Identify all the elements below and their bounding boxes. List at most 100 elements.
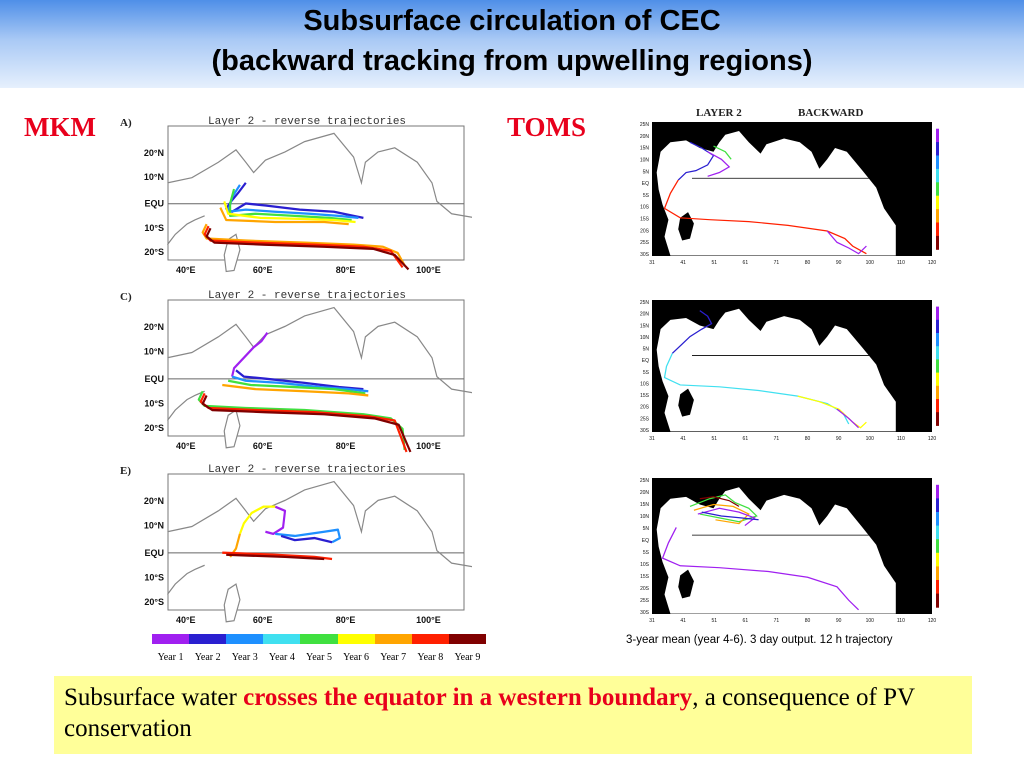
y-tick-label: 15S xyxy=(640,393,650,399)
toms-panel-1: LAYER 2 BACKWARD 25N 20N 15N 10N 5N EQ 5S 10S 15S 2… xyxy=(640,107,939,266)
x-tick-label: 80°E xyxy=(336,615,356,625)
x-tick-label: 61 xyxy=(743,260,749,266)
x-tick-label: 40°E xyxy=(176,265,196,275)
coastline xyxy=(167,480,472,568)
y-tick-label: 25N xyxy=(640,122,650,128)
colorbar-segment xyxy=(936,195,939,210)
colorbar-segment xyxy=(936,168,939,183)
y-tick-label: 20°S xyxy=(144,597,164,607)
colorbar-segment xyxy=(936,539,939,554)
y-tick-label: EQ xyxy=(642,538,649,544)
y-tick-label: 10N xyxy=(640,514,650,520)
title-banner xyxy=(0,0,1024,88)
x-tick-label: 71 xyxy=(774,618,780,624)
trajectory-line xyxy=(671,310,713,354)
y-tick-label: 5N xyxy=(643,526,650,532)
colorbar-segment xyxy=(936,552,939,567)
colorbar-segment xyxy=(936,359,939,374)
x-tick-label: 100 xyxy=(866,618,875,624)
x-tick-label: 41 xyxy=(680,618,686,624)
x-tick-label: 61 xyxy=(743,618,749,624)
y-tick-label: 10N xyxy=(640,157,650,163)
coastline xyxy=(167,132,472,218)
slide-title-line2: (backward tracking from upwelling region… xyxy=(211,45,813,77)
x-tick-label: 100°E xyxy=(416,265,441,275)
legend-swatch xyxy=(300,634,338,644)
x-tick-label: 90 xyxy=(836,618,842,624)
trajectory-line xyxy=(275,528,341,544)
y-tick-label: 10N xyxy=(640,335,650,341)
colorbar-segment xyxy=(936,142,939,156)
y-tick-label: 5N xyxy=(643,169,650,175)
y-tick-label: 20S xyxy=(640,405,650,411)
trajectory-line xyxy=(235,369,364,391)
trajectory-line xyxy=(201,394,412,453)
y-tick-label: 10°S xyxy=(144,572,164,582)
africa-coast xyxy=(166,564,205,595)
note-highlight: crosses the equator in a western boundar… xyxy=(243,684,693,711)
x-tick-label: 80 xyxy=(805,260,811,266)
colorbar-segment xyxy=(936,306,939,321)
y-tick-label: 10°N xyxy=(144,347,164,357)
colorbar-segment xyxy=(936,372,939,387)
x-tick-label: 60°E xyxy=(253,615,273,625)
conclusion-note: Subsurface water crosses the equator in … xyxy=(54,676,972,754)
y-tick-label: 20N xyxy=(640,312,650,318)
x-tick-label: 120 xyxy=(928,260,937,266)
trajectory-line xyxy=(663,179,867,255)
trajectory-line xyxy=(697,507,756,527)
y-tick-label: 10°S xyxy=(144,223,164,233)
x-tick-label: 51 xyxy=(711,260,717,266)
y-tick-label: 5N xyxy=(643,347,650,353)
legend-year-label: Year 1 xyxy=(157,652,184,663)
trajectory-line xyxy=(707,151,731,177)
legend-year-label: Year 5 xyxy=(306,652,332,663)
legend-swatch xyxy=(374,634,412,644)
ocean-area xyxy=(656,487,896,614)
x-tick-label: 110 xyxy=(897,618,905,624)
legend-swatch xyxy=(263,634,301,644)
y-tick-label: 15S xyxy=(640,217,650,223)
toms-mode-label: BACKWARD xyxy=(798,107,863,119)
mkm-panel-e: E) Layer 2 - reverse trajectories 20°N 10°N… xyxy=(120,464,472,625)
trajectory-line xyxy=(219,207,349,226)
y-tick-label: 10S xyxy=(640,205,650,211)
trajectory-line xyxy=(238,505,276,535)
legend-swatch xyxy=(189,634,227,644)
x-tick-label: 120 xyxy=(928,618,937,624)
x-tick-label: 31 xyxy=(649,436,655,442)
slide-title-line1: Subsurface circulation of CEC xyxy=(303,5,721,37)
mkm-panel-a: A) Layer 2 - reverse trajectories 20°N 10°N… xyxy=(120,116,472,275)
y-tick-label: 25N xyxy=(640,300,650,306)
trajectory-line xyxy=(713,145,732,160)
y-tick-label: 20°N xyxy=(144,148,164,158)
madagascar-land xyxy=(678,569,694,599)
y-tick-label: EQU xyxy=(144,199,164,209)
note-text-pre: Subsurface water xyxy=(64,684,244,711)
colorbar-segment xyxy=(936,566,939,581)
x-tick-label: 40°E xyxy=(176,615,196,625)
legend-swatch xyxy=(448,634,486,644)
legend-year-label: Year 8 xyxy=(417,652,444,663)
x-tick-label: 71 xyxy=(774,260,780,266)
y-tick-label: EQU xyxy=(144,374,164,384)
x-tick-label: 110 xyxy=(897,260,905,266)
y-tick-label: 30S xyxy=(640,252,650,258)
trajectory-line xyxy=(836,408,860,429)
legend-year-labels: Year 1 Year 2 Year 3 Year 4 Year 5 Year 6 Year… xyxy=(152,652,486,663)
trajectory-line xyxy=(225,182,364,220)
y-tick-label: EQ xyxy=(642,181,649,187)
x-tick-label: 100°E xyxy=(416,441,441,451)
y-tick-label: 20°S xyxy=(144,247,164,257)
trajectory-line xyxy=(223,201,356,224)
x-tick-label: 100 xyxy=(866,260,875,266)
x-tick-label: 41 xyxy=(680,436,686,442)
trajectory-line xyxy=(226,553,325,561)
colorbar-segment xyxy=(936,182,939,197)
trajectory-line xyxy=(229,188,352,222)
toms-label: TOMS xyxy=(507,112,587,142)
colorbar-segment xyxy=(936,235,939,250)
trajectory-line xyxy=(203,225,404,269)
legend-color-bars xyxy=(152,634,486,644)
colorbar-segment xyxy=(936,385,939,400)
